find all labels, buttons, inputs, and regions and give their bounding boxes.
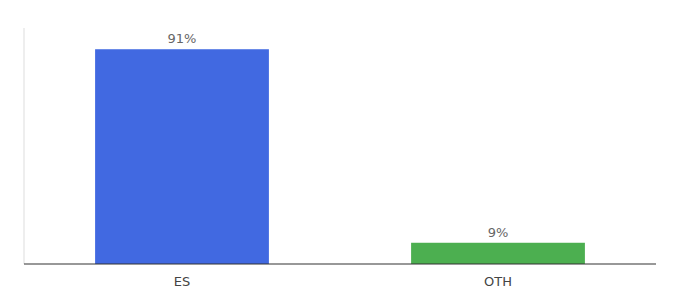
chart: 91% 9% ES OTH: [0, 0, 680, 300]
chart-container: 91% 9% ES OTH: [0, 0, 680, 300]
bar: [411, 243, 585, 264]
y-axis-line: [24, 28, 25, 264]
data-label: 9%: [488, 225, 509, 240]
x-tick-label: ES: [174, 274, 190, 289]
x-axis-line: [24, 263, 656, 264]
data-label: 91%: [168, 31, 197, 46]
bar: [95, 49, 269, 264]
bars: [95, 49, 585, 264]
plot-area: 91% 9% ES OTH: [24, 28, 656, 289]
x-tick-label: OTH: [484, 274, 512, 289]
